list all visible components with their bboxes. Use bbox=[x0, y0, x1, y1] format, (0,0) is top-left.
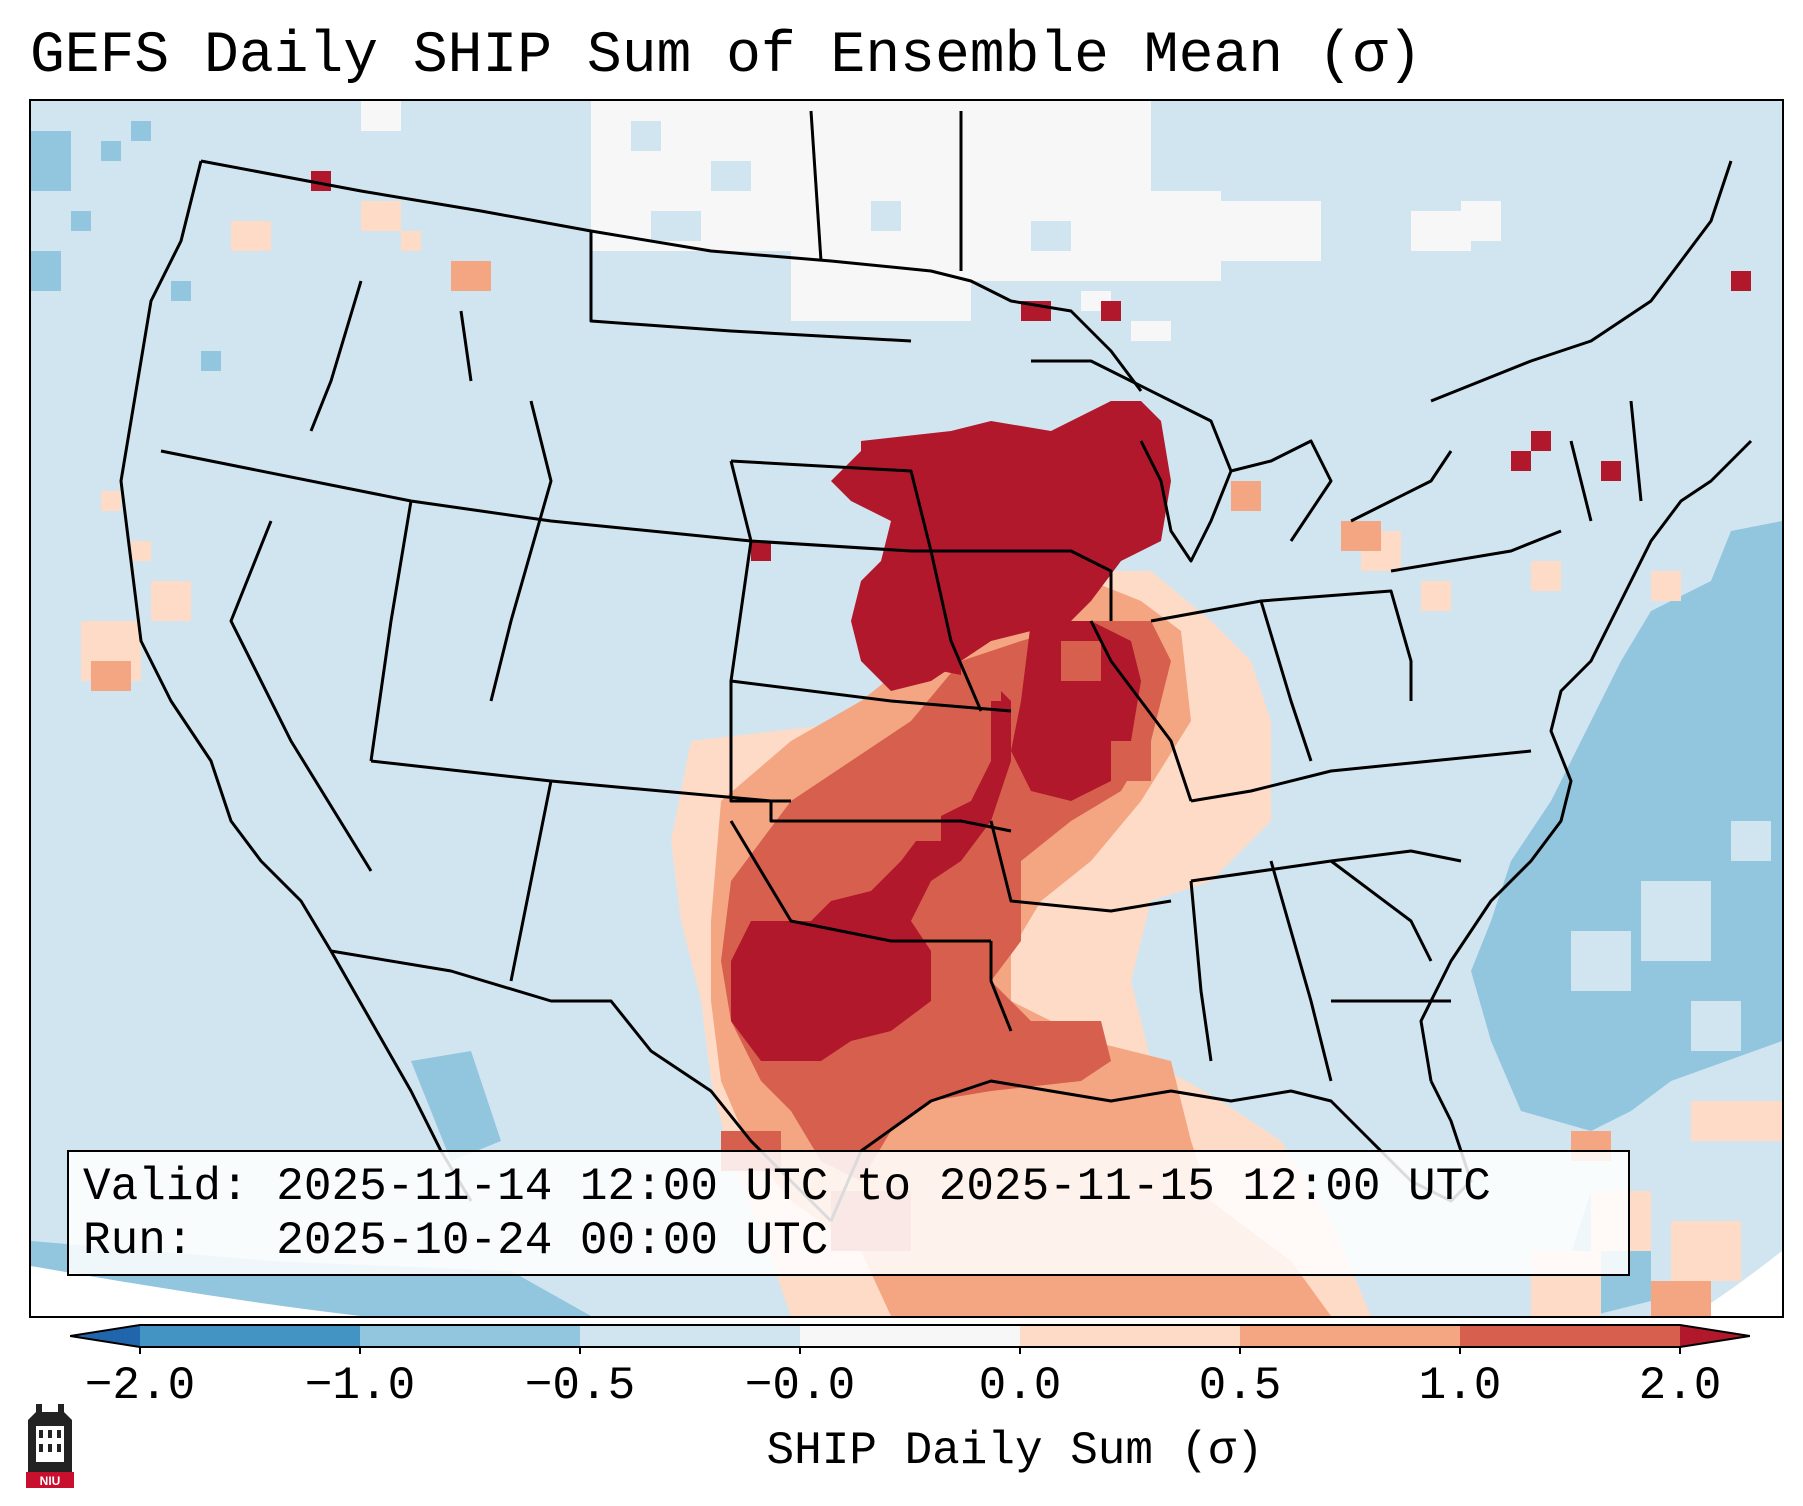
colorbar-extend-low bbox=[70, 1325, 140, 1347]
near-zero-region-canada bbox=[361, 101, 1501, 341]
svg-text:NIU: NIU bbox=[40, 1474, 61, 1488]
validity-info-box: Valid: 2025-11-14 12:00 UTC to 2025-11-1… bbox=[67, 1150, 1630, 1276]
colorbar-segment bbox=[800, 1325, 1021, 1347]
colorbar-segment bbox=[1240, 1325, 1461, 1347]
colorbar-tick-label: 2.0 bbox=[1638, 1360, 1722, 1412]
colorbar-tick-label: −0.0 bbox=[744, 1360, 856, 1412]
colorbar-segment bbox=[360, 1325, 581, 1347]
colorbar-label: SHIP Daily Sum (σ) bbox=[766, 1425, 1264, 1477]
valid-label: Valid: bbox=[83, 1161, 249, 1213]
run-time-line: Run: 2025-10-24 00:00 UTC bbox=[83, 1214, 1614, 1268]
colorbar-tick-label: 0.5 bbox=[1198, 1360, 1282, 1412]
colorbar-tick-label: 1.0 bbox=[1418, 1360, 1502, 1412]
atlantic-negative-region bbox=[1471, 521, 1782, 1131]
colorbar-segment bbox=[140, 1325, 361, 1347]
colorbar-segment bbox=[580, 1325, 801, 1347]
ship-anomaly-map bbox=[31, 101, 1782, 1316]
positive-anomaly-max bbox=[311, 171, 1751, 1061]
valid-value: 2025-11-14 12:00 UTC to 2025-11-15 12:00… bbox=[276, 1161, 1491, 1213]
map-title: GEFS Daily SHIP Sum of Ensemble Mean (σ) bbox=[30, 24, 1423, 89]
colorbar-tick-label: 0.0 bbox=[978, 1360, 1062, 1412]
run-value: 2025-10-24 00:00 UTC bbox=[276, 1215, 829, 1267]
run-label: Run: bbox=[83, 1215, 194, 1267]
colorbar-tick-label: −2.0 bbox=[84, 1360, 196, 1412]
niu-logo: NIU bbox=[26, 1404, 74, 1488]
map-panel bbox=[29, 99, 1784, 1318]
valid-time-line: Valid: 2025-11-14 12:00 UTC to 2025-11-1… bbox=[83, 1160, 1614, 1214]
colorbar-segment bbox=[1020, 1325, 1241, 1347]
colorbar-extend-high bbox=[1680, 1325, 1750, 1347]
colorbar-segment bbox=[1460, 1325, 1681, 1347]
colorbar-tick-label: −1.0 bbox=[304, 1360, 416, 1412]
colorbar bbox=[70, 1324, 1750, 1354]
colorbar-tick-label: −0.5 bbox=[524, 1360, 636, 1412]
